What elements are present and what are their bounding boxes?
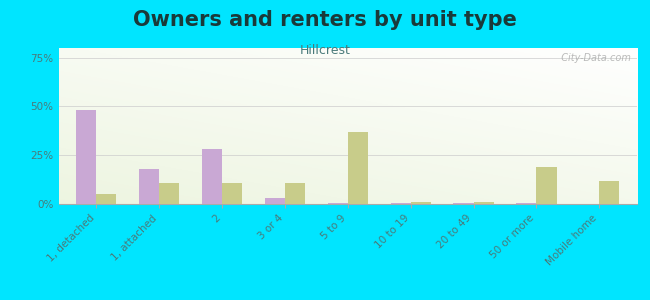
Bar [536, 167, 556, 204]
Text: Owners and renters by unit type: Owners and renters by unit type [133, 11, 517, 31]
Bar [411, 202, 431, 204]
Bar [348, 132, 368, 204]
Bar [159, 182, 179, 204]
Text: Hillcrest: Hillcrest [300, 44, 350, 56]
Bar [202, 149, 222, 204]
Bar [328, 203, 348, 204]
Bar [473, 202, 493, 204]
Bar [96, 194, 116, 204]
Bar [454, 203, 473, 204]
Bar [285, 182, 305, 204]
Bar [516, 203, 536, 204]
Bar [139, 169, 159, 204]
Bar [76, 110, 96, 204]
Bar [265, 198, 285, 204]
Bar [599, 181, 619, 204]
Bar [222, 182, 242, 204]
Bar [391, 203, 411, 204]
Text: City-Data.com: City-Data.com [555, 53, 631, 63]
